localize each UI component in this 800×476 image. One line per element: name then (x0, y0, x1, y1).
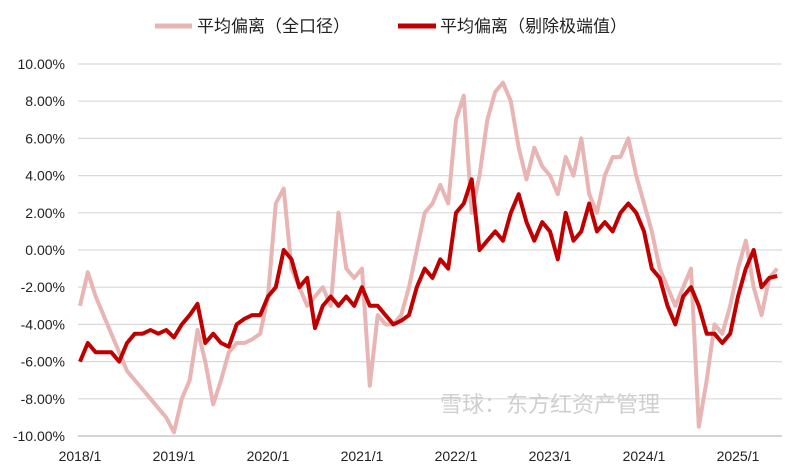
x-tick-label: 2022/1 (435, 448, 478, 464)
legend-label-trimmed: 平均偏离（剔除极端值） (440, 17, 627, 37)
series-line-trimmed (78, 177, 778, 364)
x-tick-label: 2025/1 (717, 448, 760, 464)
series-line-full (78, 80, 779, 435)
legend-label-full: 平均偏离（全口径） (197, 17, 350, 37)
x-tick-label: 2023/1 (529, 448, 572, 464)
gridlines (78, 63, 782, 437)
y-tick-label: -8.00% (21, 391, 65, 407)
series-lines (78, 80, 779, 435)
x-axis-ticks: 2018/1 2019/1 2020/1 2021/1 2022/1 2023/1 2024… (59, 448, 760, 464)
x-tick-label: 2019/1 (153, 448, 196, 464)
y-tick-label: 0.00% (25, 242, 65, 258)
y-tick-label: 4.00% (25, 168, 65, 184)
y-tick-label: 2.00% (25, 205, 65, 221)
x-tick-label: 2021/1 (341, 448, 384, 464)
legend: 平均偏离（全口径） 平均偏离（剔除极端值） (155, 17, 627, 37)
y-tick-label: 8.00% (25, 93, 65, 109)
watermark: 雪球：东方红资产管理 (440, 393, 660, 418)
x-tick-label: 2024/1 (623, 448, 666, 464)
x-tick-label: 2018/1 (59, 448, 102, 464)
x-tick-label: 2020/1 (247, 448, 290, 464)
y-tick-label: -6.00% (21, 354, 65, 370)
y-tick-label: -10.00% (13, 428, 65, 444)
y-tick-label: 10.00% (18, 56, 65, 72)
y-tick-label: -4.00% (21, 316, 65, 332)
y-tick-label: -2.00% (21, 279, 65, 295)
y-axis-ticks: 10.00% 8.00% 6.00% 4.00% 2.00% 0.00% -2.00% -4.… (13, 56, 65, 444)
y-tick-label: 6.00% (25, 130, 65, 146)
